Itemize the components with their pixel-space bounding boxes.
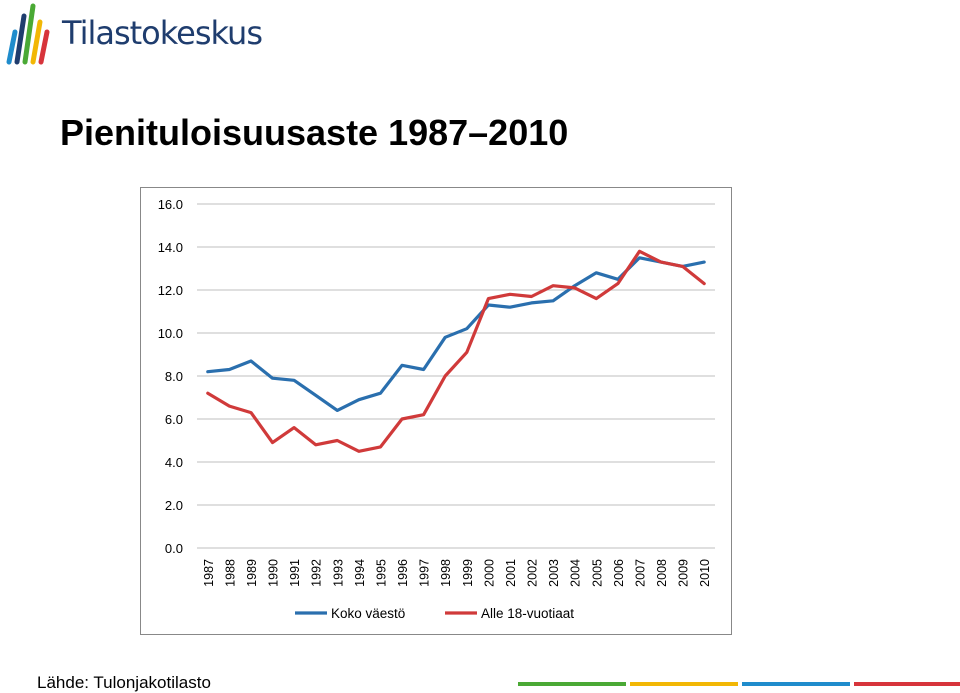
- x-tick-label: 2003: [547, 559, 561, 587]
- x-tick-label: 1994: [353, 559, 367, 587]
- x-tick-label: 2001: [504, 559, 518, 587]
- y-tick-label: 16.0: [158, 197, 183, 212]
- legend-label-2: Alle 18-vuotiaat: [481, 606, 574, 621]
- x-tick-label: 1989: [245, 559, 259, 587]
- x-tick-label: 1999: [461, 559, 475, 587]
- x-tick-label: 2000: [482, 559, 496, 587]
- footer-color-bars: [518, 682, 960, 686]
- line-chart: 0.0 2.0 4.0 6.0 8.0 10.0 12.0 14.0 16.0 1987 1988 1…: [158, 197, 715, 621]
- y-tick-label: 14.0: [158, 240, 183, 255]
- x-tick-label: 1988: [223, 559, 237, 587]
- tilastokeskus-bars-logo-icon: [6, 3, 50, 65]
- x-tick-label: 1987: [202, 559, 216, 587]
- y-tick-label: 2.0: [165, 498, 183, 513]
- y-tick-label: 6.0: [165, 412, 183, 427]
- brand-logo[interactable]: Tilastokeskus: [4, 2, 263, 66]
- x-tick-label: 1997: [418, 559, 432, 587]
- source-note: Lähde: Tulonjakotilasto: [37, 673, 211, 692]
- x-tick-label: 2008: [655, 559, 669, 587]
- x-tick-label: 2006: [612, 559, 626, 587]
- series-line-2: [206, 249, 706, 453]
- x-tick-label: 2005: [590, 559, 604, 587]
- x-tick-label: 1993: [331, 559, 345, 587]
- chart-frame: 0.0 2.0 4.0 6.0 8.0 10.0 12.0 14.0 16.0 1987 1988 1…: [140, 187, 732, 635]
- x-tick-label: 2009: [677, 559, 691, 587]
- x-tick-label: 1992: [310, 559, 324, 587]
- y-tick-label: 8.0: [165, 369, 183, 384]
- footer-bar-red: [854, 682, 960, 686]
- series-line-1: [206, 256, 706, 412]
- x-tick-label: 2004: [569, 559, 583, 587]
- y-tick-label: 4.0: [165, 455, 183, 470]
- x-tick-label: 2010: [698, 559, 712, 587]
- footer-bar-green: [518, 682, 626, 686]
- y-tick-label: 10.0: [158, 326, 183, 341]
- footer-bar-yellow: [630, 682, 738, 686]
- x-tick-label: 2002: [526, 559, 540, 587]
- page-title: Pienituloisuusaste 1987–2010: [60, 112, 569, 153]
- x-tick-label: 2007: [633, 559, 647, 587]
- y-tick-label: 0.0: [165, 541, 183, 556]
- y-tick-label: 12.0: [158, 283, 183, 298]
- x-tick-label: 1990: [267, 559, 281, 587]
- legend-label-1: Koko väestö: [331, 606, 405, 621]
- x-tick-label: 1998: [439, 559, 453, 587]
- footer-bar-blue: [742, 682, 850, 686]
- brand-name: Tilastokeskus: [62, 14, 263, 52]
- x-tick-label: 1991: [288, 559, 302, 587]
- x-tick-label: 1995: [374, 559, 388, 587]
- x-tick-label: 1996: [396, 559, 410, 587]
